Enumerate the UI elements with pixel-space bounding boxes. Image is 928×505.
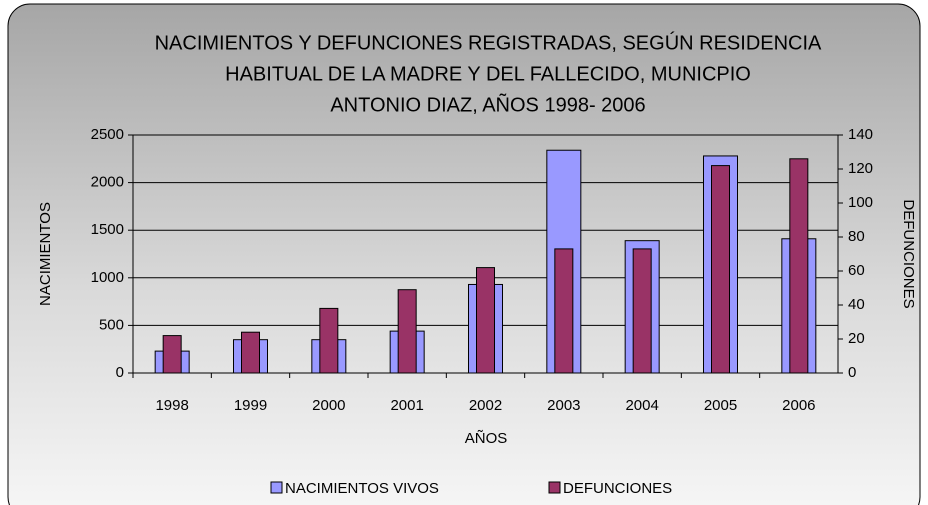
- x-tick-label: 2003: [547, 397, 580, 414]
- bar: [711, 165, 730, 374]
- bar: [241, 331, 260, 374]
- bar: [476, 267, 495, 374]
- chart-title: HABITUAL DE LA MADRE Y DEL FALLECIDO, MU…: [225, 63, 751, 85]
- y-tick-label: 500: [99, 316, 124, 333]
- x-tick-label: 2005: [704, 397, 737, 414]
- x-tick-label: 2000: [312, 397, 345, 414]
- chart-background: [7, 3, 921, 505]
- chart-title: NACIMIENTOS Y DEFUNCIONES REGISTRADAS, S…: [155, 31, 822, 54]
- legend-swatch: [548, 481, 561, 494]
- x-tick-label: 2004: [625, 397, 658, 414]
- y2-tick-label: 140: [848, 126, 873, 143]
- legend-label: NACIMIENTOS VIVOS: [285, 480, 439, 497]
- y-tick-label: 1000: [91, 269, 124, 286]
- bar: [162, 335, 182, 374]
- x-tick-label: 2006: [782, 397, 815, 414]
- chart-title: ANTONIO DIAZ, AÑOS 1998- 2006: [330, 92, 645, 116]
- bar: [789, 158, 809, 374]
- y2-tick-label: 40: [848, 296, 865, 313]
- y-tick-label: 0: [116, 364, 124, 381]
- y2-tick-label: 100: [848, 194, 873, 211]
- bar: [319, 307, 339, 374]
- x-tick-label: 1999: [234, 397, 267, 414]
- y2-tick-label: 60: [848, 262, 865, 279]
- legend-label: DEFUNCIONES: [563, 480, 672, 497]
- legend-swatch: [270, 481, 283, 494]
- x-tick-label: 2001: [390, 397, 423, 414]
- y2-tick-label: 20: [848, 330, 865, 347]
- y2-axis-label: DEFUNCIONES: [900, 199, 917, 308]
- y-tick-label: 2500: [91, 126, 124, 143]
- x-tick-label: 1998: [155, 397, 188, 414]
- bar: [554, 248, 574, 374]
- y2-tick-label: 80: [848, 228, 865, 245]
- y2-tick-label: 120: [848, 160, 873, 177]
- x-tick-label: 2002: [469, 397, 502, 414]
- y-axis-label: NACIMIENTOS: [37, 202, 54, 306]
- y2-tick-label: 0: [848, 364, 856, 381]
- x-axis-label: AÑOS: [465, 430, 508, 447]
- bar: [397, 289, 417, 374]
- y-tick-label: 2000: [91, 174, 124, 191]
- bar: [632, 248, 652, 374]
- y-tick-label: 1500: [91, 221, 124, 238]
